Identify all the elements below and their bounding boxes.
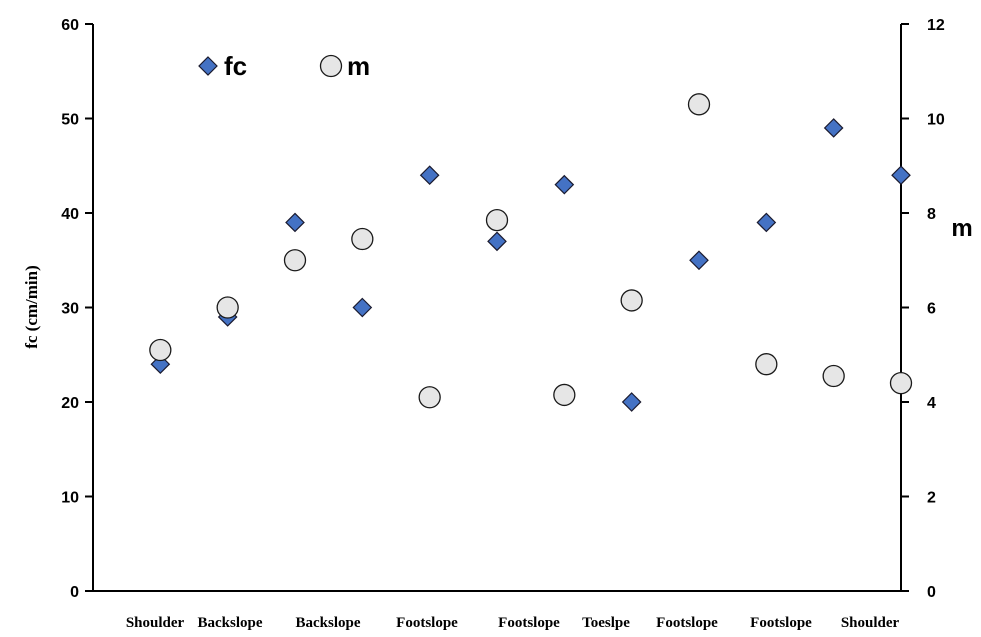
x-category-label: Footslope [498, 615, 560, 631]
m-point [687, 93, 711, 116]
fc-point [823, 118, 844, 138]
x-category-label: Shoulder [841, 615, 900, 631]
x-category-label: Shoulder [126, 615, 185, 631]
x-category-label: Toeslpe [582, 615, 630, 631]
m-point [889, 371, 913, 395]
x-category-label: Footslope [656, 615, 718, 631]
right-tick-label: 4 [927, 395, 936, 412]
fc-point [487, 231, 507, 252]
m-point [418, 386, 441, 409]
right-tick-label: 12 [927, 17, 945, 34]
right-tick-label: 6 [927, 301, 936, 318]
m-point [216, 296, 239, 319]
left-tick-label: 40 [61, 206, 79, 223]
m-point [351, 227, 374, 251]
left-tick-label: 50 [61, 112, 79, 129]
axes: 0 10 20 30 40 50 60 0 2 4 6 8 10 12 Shoulder Backslope B… [22, 17, 973, 631]
x-category-label: Backslope [197, 615, 262, 631]
m-point [755, 353, 778, 376]
fc-point [554, 174, 575, 195]
x-category-label: Backslope [295, 615, 360, 631]
x-category-label: Footslope [750, 615, 812, 631]
x-category-label: Footslope [396, 615, 458, 631]
legend-fc-label: fc [224, 51, 247, 81]
left-tick-label: 30 [61, 301, 79, 318]
fc-point [756, 212, 777, 233]
m-point [485, 208, 509, 232]
m-point [822, 364, 845, 388]
fc-point [621, 392, 642, 412]
y-axis-title: fc (cm/min) [22, 265, 41, 349]
legend: fc m [198, 51, 370, 81]
m-point [149, 338, 172, 362]
left-tick-label: 0 [70, 584, 79, 601]
fc-point [419, 165, 440, 186]
legend-m-marker [319, 54, 343, 78]
left-tick-label: 60 [61, 17, 79, 34]
m-point [283, 249, 307, 272]
left-tick-label: 20 [61, 395, 79, 412]
m-point [553, 383, 576, 407]
right-tick-label: 10 [927, 112, 945, 129]
y2-axis-title: m [951, 215, 972, 242]
plot-marks [149, 93, 913, 412]
right-tick-label: 2 [927, 490, 936, 507]
fc-point [285, 212, 305, 233]
fc-point [352, 297, 373, 318]
right-tick-label: 0 [927, 584, 936, 601]
legend-m-label: m [347, 51, 370, 81]
legend-fc-marker [198, 56, 218, 76]
fc-point [891, 165, 911, 186]
right-tick-label: 8 [927, 206, 936, 223]
fc-point [689, 250, 709, 271]
m-point [620, 289, 643, 312]
left-tick-label: 10 [61, 490, 79, 507]
